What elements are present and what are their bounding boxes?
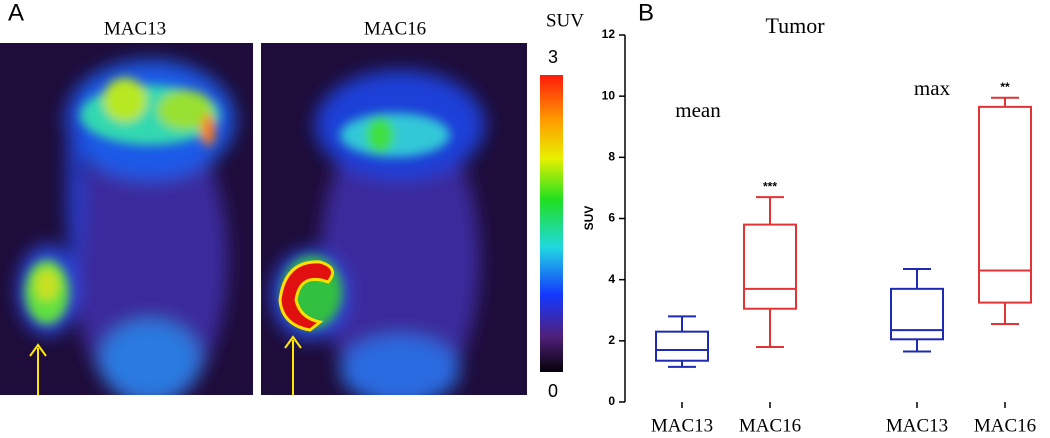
y-tick-label: 2 <box>608 333 615 347</box>
pet-image <box>261 43 527 395</box>
colorbar <box>540 75 563 372</box>
x-tick-label: MAC16 <box>974 415 1036 436</box>
y-tick-label: 6 <box>608 211 615 225</box>
panel-label: A <box>8 0 24 26</box>
y-tick-label: 12 <box>602 27 616 41</box>
image-title: MAC13 <box>104 18 166 39</box>
y-tick-label: 10 <box>602 88 616 102</box>
chart-title: Tumor <box>765 13 825 38</box>
pet-image <box>0 43 253 395</box>
x-tick-label: MAC16 <box>739 415 801 436</box>
panel-label: B <box>638 0 654 26</box>
significance: *** <box>763 179 777 193</box>
y-axis-label: SUV <box>582 206 596 231</box>
x-tick-label: MAC13 <box>886 415 948 436</box>
image-title: MAC16 <box>364 18 426 39</box>
colorbar-max: 3 <box>548 47 558 67</box>
box <box>655 330 709 362</box>
x-tick-label: MAC13 <box>651 415 713 436</box>
group-label: max <box>914 76 951 100</box>
box <box>890 287 944 341</box>
y-tick-label: 4 <box>608 272 615 286</box>
y-tick-label: 0 <box>608 394 615 408</box>
group-label: mean <box>675 98 721 122</box>
box <box>743 223 797 310</box>
y-tick-label: 8 <box>608 150 615 164</box>
box <box>978 105 1032 304</box>
significance: ** <box>1000 80 1010 94</box>
colorbar-title: SUV <box>546 10 584 31</box>
colorbar-min: 0 <box>548 381 558 401</box>
